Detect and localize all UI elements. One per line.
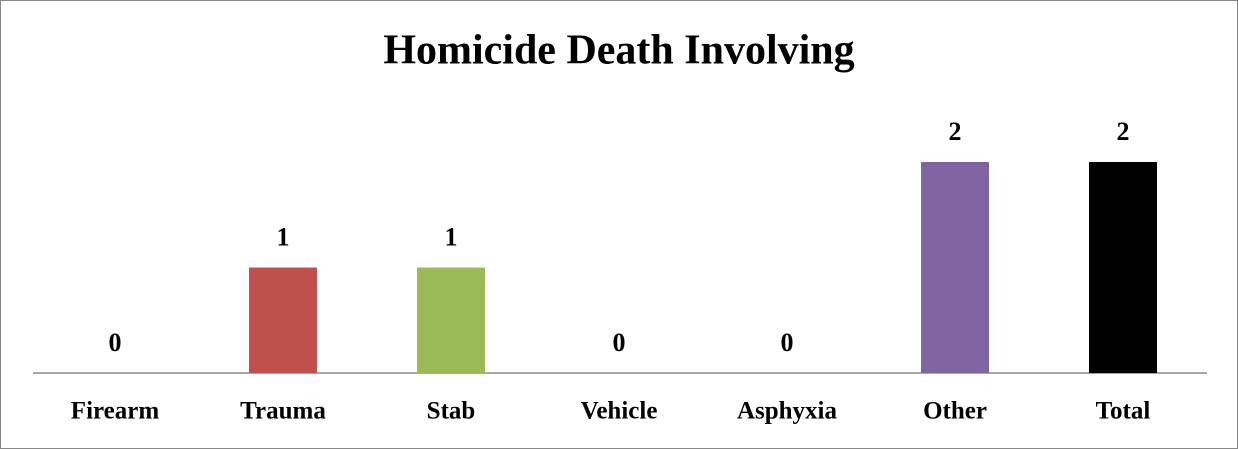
bar <box>921 162 989 373</box>
x-tick-label: Other <box>923 398 987 425</box>
value-label: 1 <box>277 222 290 251</box>
value-label: 0 <box>781 328 794 357</box>
bar <box>1089 162 1157 373</box>
x-tick-label: Firearm <box>71 398 160 425</box>
value-label: 2 <box>1117 117 1130 146</box>
x-tick-label: Asphyxia <box>737 398 838 425</box>
bar <box>249 267 317 373</box>
x-tick-label: Stab <box>427 398 476 425</box>
value-label: 0 <box>613 328 626 357</box>
value-label: 1 <box>445 222 458 251</box>
x-tick-label: Vehicle <box>581 398 658 425</box>
x-tick-label: Total <box>1096 398 1151 425</box>
bar <box>417 267 485 373</box>
value-label: 2 <box>949 117 962 146</box>
x-tick-label: Trauma <box>240 398 326 425</box>
value-label: 0 <box>109 328 122 357</box>
chart-title: Homicide Death Involving <box>383 28 854 74</box>
